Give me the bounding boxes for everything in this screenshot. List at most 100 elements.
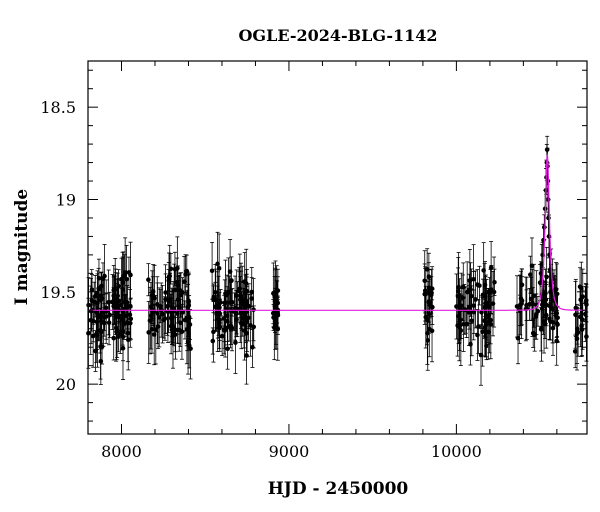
data-point bbox=[125, 304, 130, 310]
data-point bbox=[529, 263, 535, 269]
data-point bbox=[469, 293, 474, 299]
data-point bbox=[120, 345, 126, 351]
data-point bbox=[244, 353, 249, 358]
data-point bbox=[555, 315, 560, 320]
model-curve bbox=[88, 153, 587, 311]
data-point bbox=[155, 310, 160, 316]
data-point bbox=[120, 334, 126, 340]
data-point bbox=[533, 314, 539, 319]
data-point bbox=[174, 279, 180, 285]
data-point bbox=[186, 303, 192, 308]
data-point bbox=[275, 288, 281, 293]
data-point bbox=[88, 308, 94, 314]
data-point bbox=[583, 298, 589, 303]
data-point bbox=[539, 325, 544, 331]
data-point bbox=[103, 314, 109, 319]
data-point bbox=[429, 290, 434, 296]
data-point bbox=[175, 265, 180, 271]
data-point bbox=[147, 318, 153, 323]
data-point bbox=[249, 296, 255, 301]
data-point bbox=[180, 310, 185, 315]
x-axis-label: HJD - 2450000 bbox=[268, 479, 409, 499]
data-point bbox=[181, 279, 187, 285]
data-point bbox=[114, 328, 120, 334]
data-point bbox=[573, 312, 578, 318]
data-point bbox=[458, 303, 464, 309]
data-point bbox=[226, 324, 232, 329]
data-point bbox=[471, 276, 476, 282]
data-point bbox=[125, 330, 131, 336]
data-point bbox=[579, 327, 585, 332]
data-point bbox=[545, 197, 551, 202]
data-point bbox=[242, 328, 247, 333]
y-tick-label: 20 bbox=[56, 375, 76, 394]
data-point bbox=[151, 332, 157, 337]
data-point bbox=[101, 320, 107, 326]
data-point bbox=[240, 310, 246, 315]
data-point bbox=[185, 339, 191, 344]
data-point bbox=[579, 323, 584, 329]
data-point bbox=[212, 289, 218, 295]
data-point bbox=[466, 305, 472, 310]
data-point bbox=[246, 315, 251, 321]
data-point bbox=[251, 307, 256, 312]
data-point bbox=[575, 326, 580, 332]
data-point bbox=[241, 301, 246, 306]
data-point bbox=[580, 294, 586, 299]
data-point bbox=[492, 280, 497, 285]
data-point bbox=[124, 276, 129, 282]
data-point bbox=[103, 305, 109, 311]
data-point bbox=[176, 327, 182, 333]
data-point bbox=[119, 276, 124, 282]
data-point bbox=[243, 281, 249, 286]
data-point bbox=[578, 314, 583, 320]
data-point bbox=[542, 224, 547, 230]
data-point bbox=[124, 320, 130, 325]
data-point bbox=[111, 297, 117, 302]
error-bars bbox=[86, 135, 589, 386]
data-point bbox=[422, 291, 428, 297]
data-point bbox=[89, 287, 95, 292]
data-point bbox=[274, 295, 279, 300]
data-point bbox=[213, 297, 219, 303]
data-point bbox=[88, 317, 94, 323]
data-point bbox=[102, 273, 107, 279]
data-point bbox=[152, 295, 157, 301]
data-point bbox=[175, 297, 181, 302]
data-point bbox=[244, 288, 250, 294]
data-point bbox=[222, 300, 228, 306]
data-point bbox=[461, 322, 466, 327]
data-point bbox=[482, 304, 487, 310]
data-point bbox=[457, 317, 462, 322]
data-point bbox=[471, 303, 477, 308]
data-point bbox=[166, 277, 172, 282]
data-point bbox=[467, 287, 472, 293]
data-point bbox=[484, 313, 489, 318]
x-tick-label: 8000 bbox=[101, 442, 142, 461]
data-point bbox=[118, 331, 123, 337]
data-point bbox=[548, 319, 553, 324]
data-point bbox=[478, 352, 484, 358]
data-point bbox=[489, 287, 494, 293]
data-point bbox=[218, 300, 223, 305]
data-point bbox=[483, 334, 488, 339]
data-point bbox=[222, 326, 228, 332]
data-point bbox=[238, 293, 244, 299]
data-point bbox=[531, 293, 537, 299]
data-point bbox=[460, 284, 466, 290]
data-point bbox=[573, 305, 579, 311]
data-point bbox=[113, 304, 118, 310]
data-point bbox=[106, 320, 112, 326]
data-point bbox=[241, 315, 247, 321]
data-point bbox=[234, 293, 239, 298]
data-point bbox=[488, 265, 494, 271]
data-point bbox=[98, 358, 104, 364]
data-point bbox=[119, 316, 125, 322]
data-point bbox=[530, 330, 536, 336]
data-point bbox=[546, 215, 551, 221]
data-point bbox=[574, 336, 580, 342]
data-point bbox=[215, 307, 220, 312]
data-point bbox=[229, 299, 235, 305]
data-point bbox=[426, 285, 432, 291]
data-point bbox=[482, 325, 488, 331]
